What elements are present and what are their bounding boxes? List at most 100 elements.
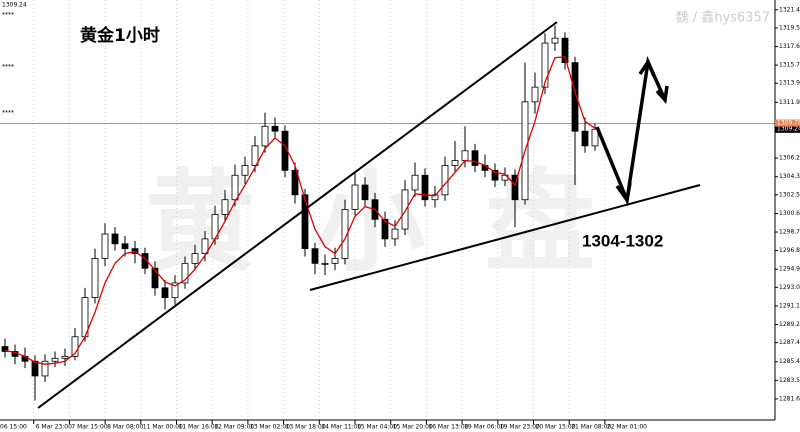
candle-body [451,160,459,166]
candle-body [151,267,159,289]
annotation: 1304-1302 [582,231,663,250]
x-tick-label: 7 Mar 15:00 [71,424,107,431]
x-tick-label: 20 Mar 15:00 [536,424,576,431]
marker: **** [2,64,14,71]
candle-body [241,165,249,176]
y-tick-label: 1287.4 [779,339,800,346]
candle-body [391,228,399,240]
candle-body [461,150,469,161]
candle-body [581,130,589,147]
y-tick-label: 1304.35 [779,173,800,180]
candle-body [381,218,389,240]
candle-body [421,174,429,201]
x-tick-label: 15 Mar 20:00 [393,424,433,431]
level-box [775,119,800,127]
candle-body [51,357,59,362]
price-box [775,124,800,133]
trend-line [309,184,701,291]
y-tick-label: 1293.05 [779,284,800,291]
watermark: 黄小盘 [145,158,655,286]
level-price: 1309.78 [777,120,800,127]
axes: 1281.65 1283.55 1285.45 1287.4 1289.25 1291.1… [0,6,800,431]
arrowhead [638,58,656,77]
y-tick-label: 1315.75 [779,62,800,69]
candle-body [301,194,309,250]
arrowhead [615,182,632,205]
x-tick-label: 16 Mar 13:00 [428,424,468,431]
candle-body [551,37,559,44]
y-tick-label: 1321.4 [779,6,800,13]
candle-body [411,174,419,191]
candle-body [261,125,269,147]
candle-body [251,145,259,166]
candle-body [511,174,519,201]
candle-body [141,253,149,269]
x-tick-label: 14 Mar 11:00 [321,424,361,431]
x-tick-label: 13 Mar 18:00 [286,424,326,431]
x-tick-label: 21 Mar 08:00 [571,424,611,431]
y-tick-label: 1300.6 [779,210,800,217]
x-tick-label: 8 Mar 08:00 [107,424,143,431]
candle-body [31,360,39,377]
candle-body [351,184,359,210]
x-tick-label: 19 Mar 06:00 [464,424,504,431]
signature: 魏 / 鑫hys6357 [676,10,770,26]
candle-body [341,209,349,259]
y-tick-label: 1285.45 [779,358,800,365]
y-tick-label: 1289.25 [779,321,800,328]
projection-path [595,55,667,207]
x-tick-label: 06 15:00 [0,424,27,431]
x-tick-label: 15 Mar 04:00 [357,424,397,431]
candle-body [121,243,129,250]
candle-body [1,346,9,352]
y-tick-label: 1291.15 [779,302,800,309]
candle-body [161,287,169,299]
candle-body [531,86,539,103]
x-tick-label: 11 Mar 16:00 [179,424,219,431]
y-tick-label: 1302.5 [779,191,800,198]
price-axis [775,0,800,432]
candle-body [61,355,69,359]
x-tick-label: 13 Mar 02:00 [250,424,290,431]
plot [0,0,775,420]
current-price: 1309.24 [777,125,800,132]
candle-body [401,189,409,230]
candle-body [91,258,99,299]
moving-average [4,56,596,365]
candle-body [561,37,569,64]
candle-body [291,169,299,196]
candle-body [101,233,109,259]
candle-body [541,42,549,88]
y-tick-label: 1313.9 [779,80,800,87]
y-tick-label: 1296.8 [779,247,800,254]
top-price: 1309.24 [2,2,27,9]
x-tick-label: 19 Mar 23:00 [500,424,540,431]
y-tick-label: 1298.7 [779,229,800,236]
chart-title: 黄金1小时 [80,25,160,46]
x-tick-label: 11 Mar 00:00 [143,424,183,431]
marker: **** [2,110,14,117]
candle-body [571,62,579,132]
candle-body [41,360,49,377]
candle-body [331,258,339,264]
candle-body [201,238,209,254]
y-tick-label: 1306.25 [779,155,800,162]
candle-body [171,282,179,299]
y-tick-label: 1281.65 [779,395,800,402]
x-tick-label: 22 Mar 01:00 [607,424,647,431]
y-tick-label: 1311.95 [779,99,800,106]
candle-body [271,125,279,132]
candle-body [111,233,119,245]
y-tick-label: 1317.65 [779,43,800,50]
candle-body [181,262,189,284]
candle-body [191,253,199,264]
candle-body [491,169,499,181]
candle-body [311,248,319,264]
y-tick-label: 1283.55 [779,377,800,384]
candle-body [471,150,479,166]
candle-body [591,128,599,147]
candle-body [231,174,239,201]
y-tick-label: 1319.55 [779,24,800,31]
